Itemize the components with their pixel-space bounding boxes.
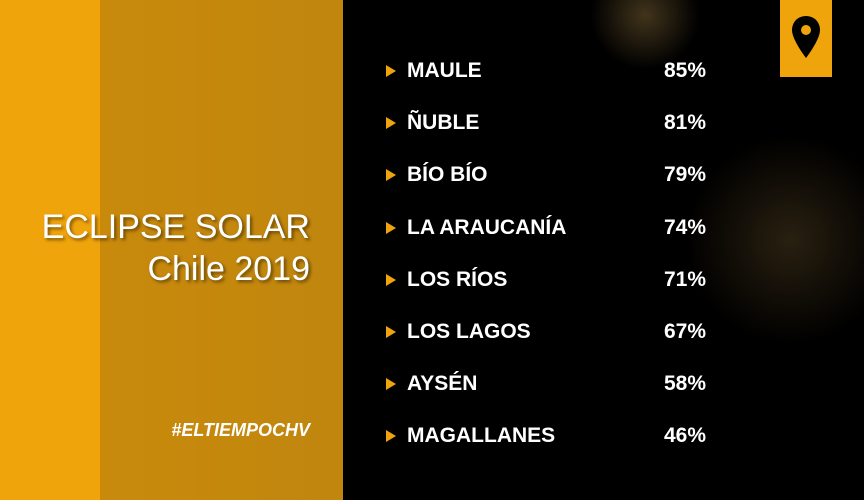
bullet-arrow bbox=[386, 117, 396, 130]
region-row: LOS LAGOS 67% bbox=[386, 317, 706, 347]
title: ECLIPSE SOLAR bbox=[41, 208, 310, 246]
region-name: AYSÉN bbox=[407, 372, 478, 396]
region-row: MAULE 85% bbox=[386, 56, 706, 86]
bullet-arrow bbox=[386, 430, 396, 443]
bullet-arrow bbox=[386, 273, 396, 286]
region-row: LOS RÍOS 71% bbox=[386, 265, 706, 295]
bullet-arrow bbox=[386, 221, 396, 234]
pin-icon bbox=[792, 16, 820, 58]
region-row: AYSÉN 58% bbox=[386, 369, 706, 399]
region-row: LA ARAUCANÍA 74% bbox=[386, 213, 706, 243]
glow bbox=[690, 130, 864, 350]
title-panel bbox=[0, 0, 343, 500]
coverage-percent: 85% bbox=[663, 59, 706, 82]
region-name: MAGALLANES bbox=[407, 424, 556, 448]
coverage-percent: 81% bbox=[663, 111, 706, 135]
bullet-arrow bbox=[386, 65, 396, 77]
coverage-percent: 46% bbox=[663, 424, 706, 448]
region-name: ÑUBLE bbox=[407, 111, 480, 135]
coverage-percent: 71% bbox=[663, 267, 706, 291]
bullet-arrow bbox=[386, 169, 396, 182]
subtitle: Chile 2019 bbox=[147, 250, 310, 288]
hashtag: #ELTIEMPOCHV bbox=[171, 420, 310, 440]
coverage-percent: 74% bbox=[663, 215, 706, 239]
coverage-percent: 67% bbox=[663, 320, 706, 343]
location-icon bbox=[780, 0, 832, 77]
bullet-arrow bbox=[386, 326, 396, 338]
region-name: LA ARAUCANÍA bbox=[407, 215, 567, 239]
region-row: ÑUBLE 81% bbox=[386, 108, 706, 138]
coverage-percent: 79% bbox=[663, 163, 706, 187]
coverage-percent: 58% bbox=[663, 372, 706, 396]
region-row: BÍO BÍO 79% bbox=[386, 160, 706, 190]
region-row: MAGALLANES 46% bbox=[386, 421, 706, 451]
region-name: BÍO BÍO bbox=[407, 163, 488, 187]
region-name: LOS RÍOS bbox=[407, 267, 508, 291]
region-name: MAULE bbox=[407, 59, 482, 82]
region-name: LOS LAGOS bbox=[407, 320, 531, 343]
bullet-arrow bbox=[386, 378, 396, 391]
